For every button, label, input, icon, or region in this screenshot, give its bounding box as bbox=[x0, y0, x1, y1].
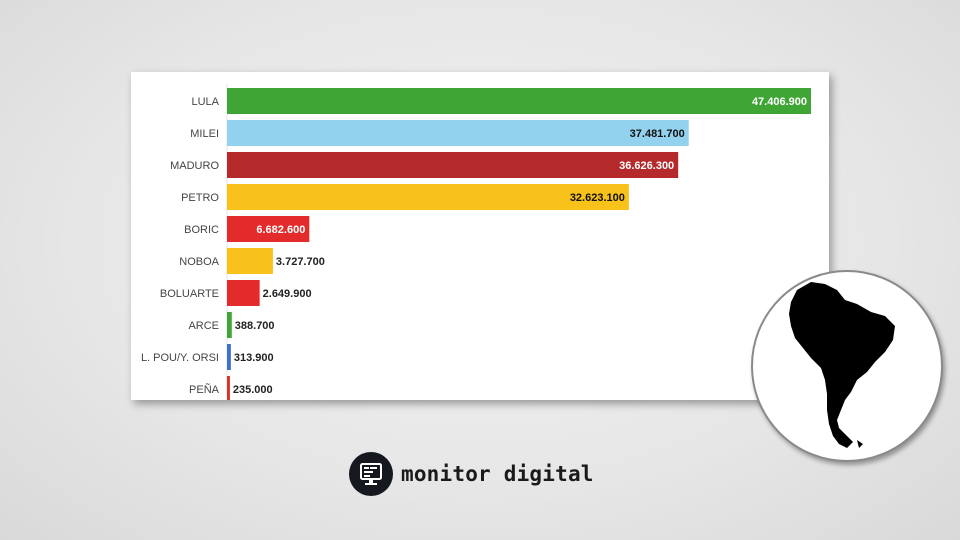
south-america-map-icon bbox=[789, 282, 895, 448]
bars-group: LULA 47.406.900 MILEI 37.481.700 MADURO 36.62… bbox=[141, 88, 811, 400]
bar-chart: LULA 47.406.900 MILEI 37.481.700 MADURO 36.62… bbox=[141, 84, 811, 400]
category-label: LULA bbox=[191, 96, 219, 108]
category-label: BOLUARTE bbox=[160, 288, 219, 300]
bar bbox=[227, 88, 811, 114]
category-label: NOBOA bbox=[179, 256, 219, 268]
bar bbox=[227, 312, 232, 338]
bar bbox=[227, 184, 629, 210]
bar bbox=[227, 248, 273, 274]
monitor-icon bbox=[349, 452, 393, 496]
category-label: PETRO bbox=[181, 192, 219, 204]
map-badge bbox=[751, 270, 943, 462]
value-label: 235.000 bbox=[233, 384, 273, 396]
value-label: 313.900 bbox=[234, 352, 274, 364]
category-label: MILEI bbox=[190, 128, 219, 140]
value-label: 2.649.900 bbox=[263, 288, 312, 300]
value-label: 37.481.700 bbox=[630, 128, 685, 140]
value-label: 36.626.300 bbox=[619, 160, 674, 172]
bar bbox=[227, 152, 679, 178]
value-label: 388.700 bbox=[235, 320, 275, 332]
category-label: BORIC bbox=[184, 224, 219, 236]
category-label: L. POU/Y. ORSI bbox=[141, 352, 219, 364]
bar bbox=[227, 376, 230, 400]
category-label: ARCE bbox=[188, 320, 219, 332]
category-label: PEÑA bbox=[189, 383, 220, 396]
brand-footer: monitor digital bbox=[349, 452, 594, 496]
value-label: 32.623.100 bbox=[570, 192, 625, 204]
value-label: 47.406.900 bbox=[752, 96, 807, 108]
bar bbox=[227, 344, 231, 370]
bar bbox=[227, 280, 260, 306]
chart-card: LULA 47.406.900 MILEI 37.481.700 MADURO 36.62… bbox=[131, 72, 943, 462]
brand-name: monitor digital bbox=[401, 462, 594, 486]
category-label: MADURO bbox=[170, 160, 219, 172]
value-label: 6.682.600 bbox=[256, 224, 305, 236]
value-label: 3.727.700 bbox=[276, 256, 325, 268]
bar bbox=[227, 120, 689, 146]
bar bbox=[227, 216, 310, 242]
